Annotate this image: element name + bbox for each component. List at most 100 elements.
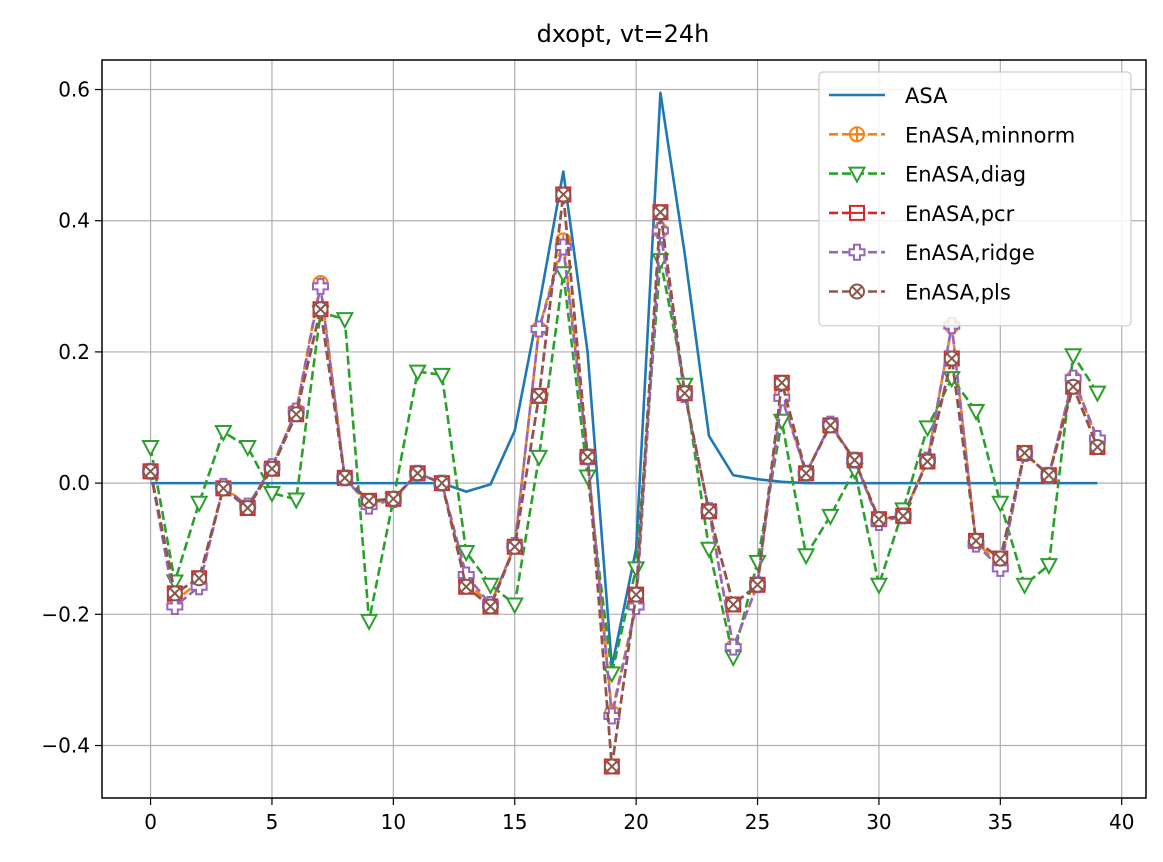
data-point [530, 320, 548, 338]
series-asa [150, 91, 1098, 669]
data-point [627, 597, 645, 615]
data-point [822, 417, 839, 434]
data-point [554, 238, 572, 256]
y-tick-label: −0.4 [41, 734, 90, 758]
chart-title: dxopt, vt=24h [537, 20, 710, 48]
data-point [141, 440, 160, 458]
x-tick-label: 35 [988, 810, 1013, 834]
x-tick-label: 30 [866, 810, 891, 834]
data-point [531, 387, 548, 404]
data-point [991, 495, 1010, 513]
series-group [141, 91, 1107, 775]
legend-label: EnASA,ridge [905, 241, 1035, 265]
x-tick-label: 10 [381, 810, 406, 834]
data-point [408, 364, 427, 382]
legend-box [818, 71, 1132, 327]
data-point [725, 596, 742, 613]
data-point [1040, 467, 1057, 484]
y-tick-label: 0.0 [58, 471, 90, 495]
data-point [700, 503, 717, 520]
data-point [189, 495, 209, 513]
data-point [798, 465, 815, 482]
series-line [149, 258, 1099, 675]
x-tick-label: 40 [1109, 810, 1134, 834]
x-tick-label: 0 [144, 810, 157, 834]
data-point [579, 448, 596, 465]
legend-marker [848, 243, 866, 261]
legend-label: EnASA,pls [905, 281, 1011, 305]
data-point [602, 666, 622, 684]
legend-item: EnASA,pcr [829, 202, 1015, 226]
data-point [361, 492, 378, 509]
data-point [482, 598, 499, 615]
data-point [191, 570, 208, 587]
legend-label: EnASA,diag [905, 163, 1026, 187]
data-point [918, 420, 937, 438]
data-point [481, 577, 500, 595]
legend-item: EnASA,minnorm [829, 123, 1075, 147]
data-point [603, 707, 621, 725]
data-point [1089, 439, 1106, 456]
legend-label: ASA [905, 84, 948, 108]
y-tick-label: −0.2 [41, 602, 90, 626]
data-point [1065, 378, 1082, 395]
data-point [432, 367, 452, 385]
data-point [1063, 348, 1083, 366]
data-point [385, 490, 402, 507]
legend-marker [849, 283, 865, 300]
data-point [748, 554, 767, 572]
data-point [239, 500, 256, 517]
legend-marker [849, 204, 865, 221]
legend-marker [849, 126, 865, 143]
data-point [1016, 444, 1033, 461]
y-tick-label: 0.2 [58, 340, 90, 364]
data-point [992, 550, 1009, 567]
axis-ticks: 0 5 10 15 20 25 30 35 40 −0.4 −0.2 0.0 0.2 0.4 0.6 [41, 78, 1134, 834]
plot-frame [101, 59, 1147, 799]
data-point [1039, 558, 1059, 576]
data-point [724, 638, 742, 656]
data-point [287, 492, 306, 510]
legend-marker [847, 166, 867, 184]
data-point [749, 576, 766, 593]
legend-item: EnASA,diag [829, 163, 1026, 187]
data-point [335, 312, 354, 330]
data-point [433, 475, 450, 492]
data-point [359, 613, 379, 631]
data-point [869, 577, 889, 595]
x-tick-label: 5 [266, 810, 279, 834]
series-enasa-pls [142, 186, 1106, 775]
series-line [150, 91, 1098, 669]
data-point [699, 541, 719, 559]
data-point [676, 385, 693, 402]
data-point [142, 463, 159, 480]
data-point [288, 406, 305, 423]
data-point [458, 578, 475, 595]
data-point [262, 485, 282, 504]
data-point [312, 277, 330, 295]
x-tick-label: 15 [502, 810, 527, 834]
data-point [238, 440, 257, 458]
data-point [166, 585, 183, 602]
legend: ASA EnASA,minnorm EnASA,diag EnASA,pcr EnASA… [818, 71, 1132, 327]
y-tick-label: 0.6 [58, 78, 90, 102]
data-point [215, 480, 232, 497]
data-point [846, 452, 863, 469]
series-line [149, 229, 1099, 718]
x-tick-label: 25 [745, 810, 770, 834]
data-point [919, 453, 936, 470]
x-tick-label: 20 [623, 810, 648, 834]
data-point [628, 586, 645, 603]
legend-item: EnASA,pls [829, 281, 1011, 305]
data-point [895, 507, 912, 524]
legend-label: EnASA,pcr [905, 202, 1015, 226]
data-point [312, 301, 329, 318]
data-point [796, 548, 816, 566]
data-point [263, 460, 280, 477]
data-point [773, 374, 790, 391]
data-point [870, 511, 887, 528]
data-point [336, 469, 353, 486]
data-point [505, 597, 524, 615]
data-point [966, 403, 986, 422]
